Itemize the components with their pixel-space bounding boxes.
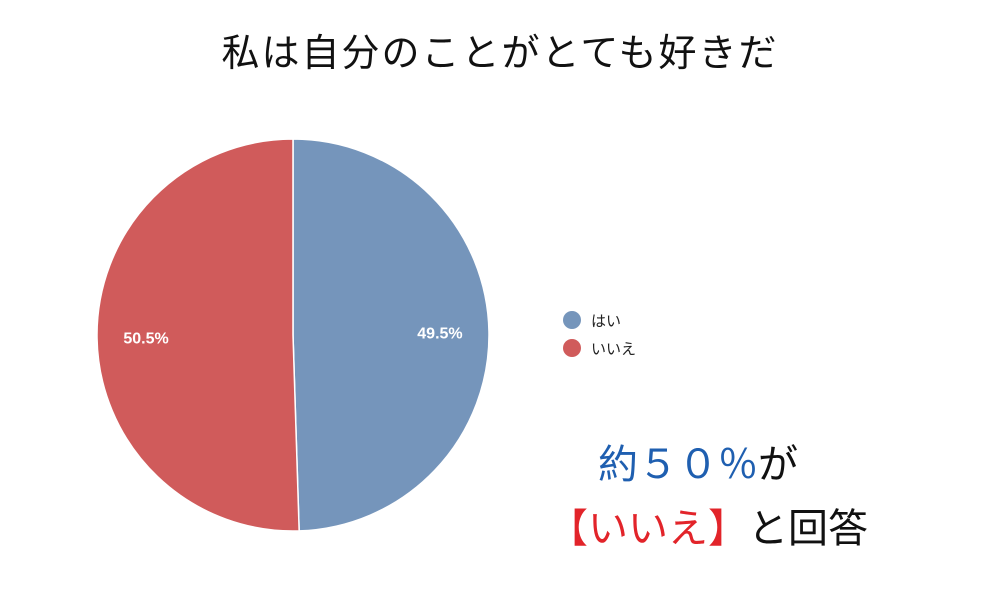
annotation-text-answered: と回答	[748, 506, 868, 552]
annotation-highlight-answer: 【いいえ】	[548, 506, 748, 552]
legend-item-no: いいえ	[563, 334, 636, 362]
pie-label-no: 50.5%	[123, 330, 168, 347]
annotation-highlight-percent: 約５０％	[598, 442, 758, 488]
legend-label-no: いいえ	[591, 339, 637, 358]
legend-label-yes: はい	[591, 311, 622, 330]
annotation-line-1: 約５０％が	[598, 432, 798, 490]
legend-swatch-yes	[563, 311, 581, 329]
pie-slice-no	[96, 138, 300, 532]
annotation-line-2: 【いいえ】と回答	[548, 496, 868, 554]
annotation-text-ga: が	[758, 442, 798, 488]
pie-slice-yes	[292, 138, 490, 532]
legend: はい いいえ	[563, 306, 636, 362]
pie-label-yes: 49.5%	[417, 326, 462, 343]
legend-swatch-no	[563, 339, 581, 357]
chart-title: 私は自分のことがとても好きだ	[221, 31, 779, 75]
legend-item-yes: はい	[563, 306, 636, 334]
